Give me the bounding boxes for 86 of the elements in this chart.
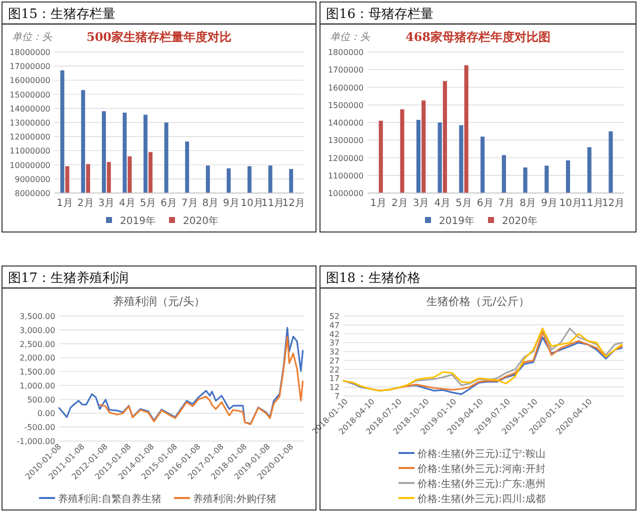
- y-tick-label: 16000000: [10, 76, 50, 86]
- y-tick-label: 15000000: [10, 90, 50, 100]
- chart-title: 图17：生猪养殖利润: [8, 270, 129, 286]
- y-axis-title: 单位：头: [330, 31, 371, 43]
- y-tick-label: -500.00: [24, 423, 56, 432]
- legend-label: 养殖利润:外购仔猪: [193, 493, 276, 505]
- x-tick-label: 1月: [56, 198, 73, 209]
- y-tick-label: 2,500.00: [20, 340, 56, 349]
- y-tick-label: 1200000: [328, 154, 364, 163]
- y-tick-label: 1,000.00: [20, 381, 56, 390]
- chart-title: 图18：生猪价格: [326, 271, 421, 286]
- x-tick-label: 10月: [240, 198, 264, 209]
- y-tick-label: 0.00: [37, 409, 56, 418]
- x-tick-label: 1月: [370, 198, 386, 209]
- y-tick-label: 1500000: [328, 100, 364, 110]
- y-tick-label: 27: [329, 356, 340, 366]
- y-tick-label: 12: [329, 383, 340, 392]
- legend-label: 2019年: [439, 215, 474, 227]
- x-tick-label: 7月: [498, 198, 515, 209]
- y-tick-label: 37: [329, 338, 340, 348]
- y-tick-label: 13000000: [10, 118, 50, 128]
- y-tick-label: 17000000: [10, 62, 50, 72]
- x-tick-label: 11月: [261, 198, 284, 209]
- y-tick-label: 22: [329, 365, 340, 374]
- legend-label: 价格:生猪(外三元):广东:惠州: [416, 478, 546, 490]
- x-tick-label: 7月: [181, 198, 198, 209]
- y-tick-label: 47: [329, 320, 340, 330]
- legend-label: 价格:生猪(外三元):辽宁:鞍山: [416, 448, 546, 460]
- y-tick-label: 32: [329, 348, 340, 357]
- x-tick-label: 6月: [160, 198, 177, 209]
- x-tick-label: 2月: [391, 198, 408, 209]
- y-tick-label: 8000000: [14, 189, 50, 198]
- y-axis-title: 单位：头: [12, 31, 53, 43]
- y-tick-label: 17: [329, 374, 340, 384]
- x-tick-label: 3月: [412, 198, 430, 209]
- y-tick-label: 1400000: [328, 118, 364, 128]
- x-tick-label: 12月: [602, 198, 625, 209]
- chart-subtitle: 468家母猪存栏年度对比图: [405, 30, 551, 44]
- y-tick-label: 1600000: [328, 83, 364, 92]
- legend-label: 养殖利润:自繁自养生猪: [58, 493, 162, 505]
- legend-label: 2020年: [183, 215, 218, 227]
- y-tick-label: -1,000.00: [16, 437, 56, 446]
- y-tick-label: 1800000: [328, 48, 364, 57]
- chart-subtitle: 生猪价格（元/公斤）: [426, 295, 530, 308]
- x-tick-label: 9月: [223, 198, 240, 209]
- line-series: [58, 326, 304, 425]
- x-tick-label: 8月: [520, 198, 536, 209]
- chart-subtitle: 500家生猪存栏量年度对比: [86, 30, 232, 44]
- chart-title: 图16：母猪存栏量: [326, 7, 434, 22]
- x-tick-label: 12月: [282, 198, 305, 209]
- y-tick-label: 500.00: [27, 395, 56, 404]
- legend-label: 价格:生猪(外三元):四川:成都: [416, 493, 546, 505]
- legend-label: 2019年: [120, 215, 156, 227]
- y-tick-label: 10000000: [10, 160, 50, 170]
- y-tick-label: 1000000: [328, 189, 364, 198]
- y-tick-label: 11000000: [10, 146, 50, 156]
- chart-title: 图15：生猪存栏量: [8, 7, 116, 22]
- y-tick-label: 3,500.00: [20, 312, 56, 321]
- y-tick-label: 1100000: [328, 171, 364, 180]
- x-tick-label: 10月: [559, 198, 582, 209]
- legend-label: 价格:生猪(外三元):河南:开封: [416, 463, 546, 475]
- x-tick-label: 5月: [140, 198, 156, 209]
- y-tick-label: 42: [329, 330, 340, 339]
- y-tick-label: 52: [329, 312, 340, 321]
- y-tick-label: 1700000: [328, 66, 364, 75]
- y-tick-label: 9000000: [14, 174, 50, 184]
- x-tick-label: 4月: [119, 198, 136, 209]
- x-tick-label: 11月: [580, 198, 604, 209]
- legend-label: 2020年: [502, 215, 538, 227]
- y-tick-label: 1300000: [328, 136, 364, 146]
- x-tick-label: 3月: [98, 198, 115, 209]
- y-tick-label: 18000000: [10, 48, 50, 57]
- y-tick-label: 2,000.00: [20, 354, 56, 363]
- y-tick-label: 3,000.00: [20, 326, 56, 335]
- x-tick-label: 2月: [77, 198, 94, 209]
- x-tick-label: 8月: [202, 198, 219, 209]
- line-series: [98, 336, 304, 426]
- y-tick-label: 14000000: [10, 104, 50, 114]
- x-tick-label: 9月: [541, 198, 558, 209]
- y-tick-label: 12000000: [10, 132, 50, 142]
- chart-subtitle: 养殖利润（元/头）: [113, 295, 205, 308]
- x-tick-label: 6月: [476, 198, 494, 209]
- x-tick-label: 5月: [456, 198, 472, 209]
- x-tick-label: 4月: [434, 198, 451, 209]
- y-tick-label: 7: [334, 392, 340, 401]
- y-tick-label: 1,500.00: [20, 368, 56, 377]
